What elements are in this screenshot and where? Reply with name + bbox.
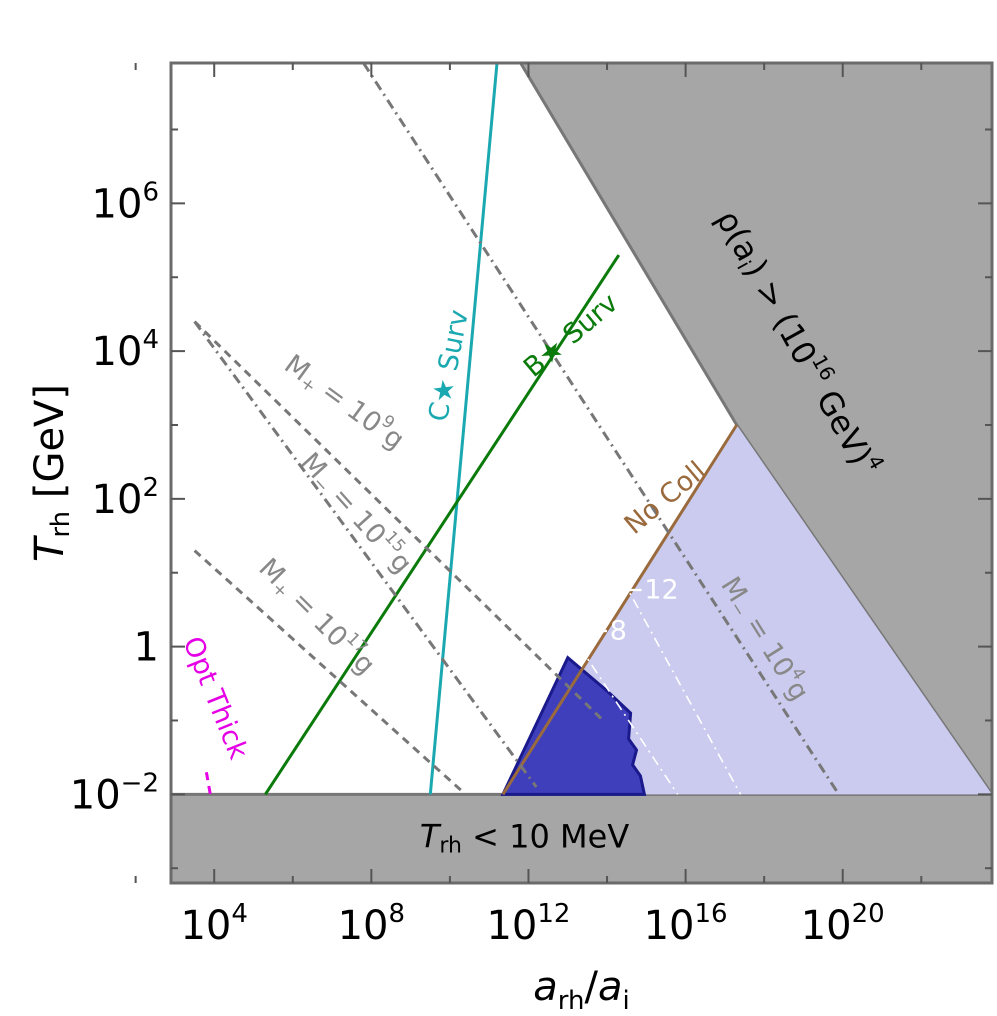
y-tick-label: 106	[92, 177, 159, 227]
x-tick-label: 1016	[644, 899, 728, 949]
x-tick-label: 104	[180, 899, 247, 949]
no-collision-region	[502, 425, 992, 795]
series-b-surv	[264, 254, 621, 796]
m-plus-9-label: M+ = 109g	[277, 346, 412, 458]
y-tick-label: 104	[92, 325, 159, 375]
b-surv-label: B★ Surv	[518, 287, 624, 383]
series-c-surv	[428, 63, 499, 795]
series-opt-thick	[204, 771, 212, 795]
label-minus-8: −8	[587, 615, 627, 646]
trh-label: Trh < 10 MeV	[420, 818, 630, 859]
series-m-10-g	[362, 63, 841, 796]
y-tick-label: 102	[92, 473, 159, 523]
series-m-10-g	[193, 320, 605, 722]
y-tick-label: 1	[134, 625, 159, 671]
x-axis-title: arh/ai	[533, 964, 629, 1016]
constraint-region	[500, 655, 647, 796]
x-tick-label: 1020	[801, 899, 885, 949]
energy-density-excluded	[518, 63, 992, 798]
series-m-10-g	[193, 320, 538, 788]
series-m-10-g	[193, 549, 467, 796]
x-tick-label: 1012	[486, 899, 570, 949]
opt-thick-label: Opt Thick	[177, 632, 254, 764]
series-8	[578, 646, 679, 795]
m-minus-15-label: M− = 1015g	[293, 444, 421, 581]
series-no-coll	[501, 424, 738, 796]
plot-frame	[169, 61, 994, 885]
y-axis-title: Trh [GeV]	[27, 384, 76, 562]
m-plus-17-label: M+ = 1017g	[251, 550, 384, 683]
label-minus-12: −12	[622, 575, 679, 606]
x-tick-label: 108	[338, 899, 405, 949]
y-tick-label: 10−2	[70, 768, 159, 818]
series-12	[621, 579, 742, 795]
